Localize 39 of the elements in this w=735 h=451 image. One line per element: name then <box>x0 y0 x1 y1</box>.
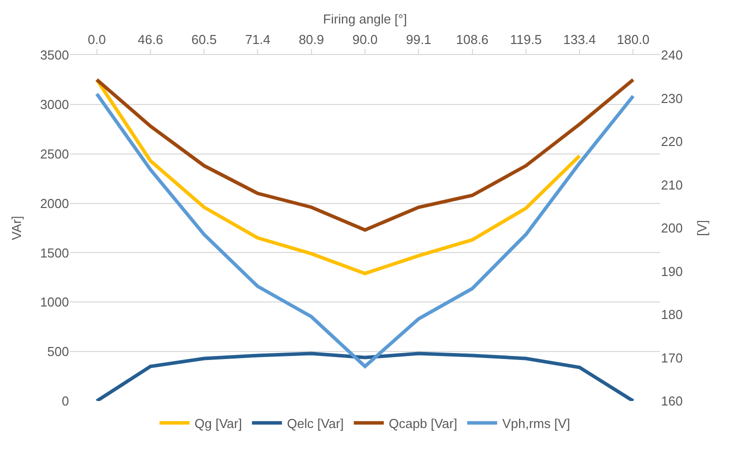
x-tick-label: 0.0 <box>88 32 106 47</box>
y-tick-label: 2500 <box>40 146 69 162</box>
y2-tick-label: 210 <box>661 177 683 192</box>
x-tick-label: 90.0 <box>352 32 378 47</box>
legend-label: Qelc [Var] <box>286 416 344 431</box>
line-series <box>95 78 635 232</box>
x-tick-label: 46.6 <box>138 32 164 47</box>
x-tick-label: 180.0 <box>616 32 650 47</box>
y-tick-label: 2000 <box>40 196 69 211</box>
y2-tick-label: 160 <box>661 394 683 409</box>
line-series <box>95 352 635 401</box>
x-tick-label: 60.5 <box>191 32 217 47</box>
x-tick-label: 80.9 <box>298 32 324 47</box>
y2-tick-label: 190 <box>661 264 683 279</box>
x-tick-label: 119.5 <box>510 32 542 47</box>
x-tick-label: 71.4 <box>245 32 270 47</box>
y-tick-label: 0 <box>62 394 69 409</box>
legend-label: Qg [Var] <box>194 416 242 431</box>
y2-tick-label: 170 <box>661 350 683 366</box>
x-tick-label: 133.4 <box>563 32 596 47</box>
y-tick-label: 1500 <box>40 245 69 260</box>
y2-tick-label: 240 <box>661 48 683 63</box>
y2-tick-label: 180 <box>661 307 683 322</box>
y-tick-label: 3500 <box>40 48 69 63</box>
y-tick-label: 3000 <box>40 96 69 112</box>
y2-tick-label: 230 <box>661 90 683 106</box>
y2-tick-label: 200 <box>661 220 683 236</box>
line-series <box>95 92 635 368</box>
legend-label: Qcapb [Var] <box>388 416 458 431</box>
x-tick-label: 108.6 <box>456 32 489 47</box>
y-axis-title: VAr] <box>9 216 24 240</box>
x-axis-title: Firing angle [°] <box>323 12 407 27</box>
y-tick-label: 1000 <box>40 294 69 310</box>
x-tick-label: 99.1 <box>406 32 432 47</box>
y2-axis-title: [V] <box>694 220 710 236</box>
y2-tick-label: 220 <box>661 134 683 150</box>
y-tick-label: 500 <box>47 344 69 360</box>
legend-label: Vph,rms [V] <box>502 416 570 431</box>
line-series <box>95 78 582 276</box>
